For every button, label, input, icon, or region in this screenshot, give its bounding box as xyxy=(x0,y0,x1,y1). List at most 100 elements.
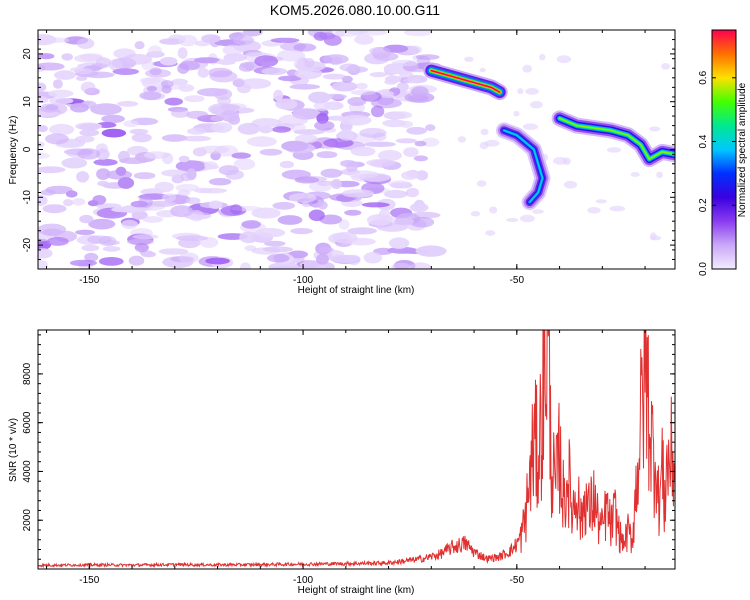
heatmap-noise-blob xyxy=(345,160,358,173)
heatmap-noise-blob xyxy=(147,200,177,207)
heatmap-noise-blob xyxy=(264,240,286,247)
heatmap-noise-blob xyxy=(61,53,73,61)
heatmap-noise-blob xyxy=(84,252,99,262)
heatmap-noise-blob xyxy=(320,168,343,178)
heatmap-noise-blob xyxy=(316,151,338,159)
heatmap-noise-blob xyxy=(161,152,174,165)
heatmap-noise-blob xyxy=(112,68,139,75)
heatmap-noise-blob xyxy=(331,178,342,190)
heatmap-noise-blob xyxy=(403,77,421,84)
heatmap-noise-blob xyxy=(649,232,657,240)
heatmap-noise-blob xyxy=(70,102,89,113)
heatmap-noise-blob xyxy=(519,214,535,223)
heatmap-noise-blob xyxy=(218,165,239,176)
heatmap-noise-blob xyxy=(131,133,152,143)
heatmap-noise-blob xyxy=(38,152,50,159)
heatmap-noise-blob xyxy=(63,199,74,207)
heatmap-noise-blob xyxy=(293,43,317,52)
heatmap-noise-blob xyxy=(308,209,325,222)
heatmap-noise-blob xyxy=(609,205,626,212)
heatmap-noise-blob xyxy=(159,38,184,45)
heatmap-noise-blob xyxy=(176,235,208,242)
heatmap-noise-blob xyxy=(406,126,427,135)
heatmap-noise-blob xyxy=(164,97,183,106)
heatmap-noise-blob xyxy=(38,223,67,236)
heatmap-noise-blob xyxy=(38,53,55,60)
heatmap-noise-blob xyxy=(308,91,331,104)
heatmap-noise-blob xyxy=(279,160,295,169)
heatmap-noise-blob xyxy=(220,110,240,122)
heatmap-noise-blob xyxy=(38,166,66,174)
heatmap-noise-blob xyxy=(415,245,447,257)
heatmap-feature-ridge-3 xyxy=(558,117,675,160)
heatmap-noise-blob xyxy=(411,86,429,97)
heatmap-noise-blob xyxy=(88,218,116,230)
heatmap-noise-blob xyxy=(98,257,124,266)
heatmap-noise-blob xyxy=(197,88,228,97)
heatmap-noise-blob xyxy=(406,45,423,55)
heatmap-noise-blob xyxy=(338,129,355,141)
heatmap-noise-blob xyxy=(45,185,73,195)
heatmap-noise-blob xyxy=(277,49,306,62)
heatmap-noise-blob xyxy=(74,67,93,75)
heatmap-noise-blob xyxy=(563,180,578,189)
heatmap-noise-blob xyxy=(270,37,300,43)
heatmap-noise-blob xyxy=(96,148,110,160)
heatmap-noise-blob xyxy=(416,170,428,181)
heatmap-noise-blob xyxy=(79,123,100,131)
heatmap-noise-blob xyxy=(294,176,320,184)
heatmap-noise-blob xyxy=(204,161,218,170)
heatmap-noise-blob xyxy=(354,34,374,45)
heatmap-noise-blob xyxy=(413,155,428,162)
heatmap-noise-blob xyxy=(278,114,309,126)
heatmap-noise-blob xyxy=(476,180,487,187)
heatmap-noise-blob xyxy=(123,120,139,128)
heatmap-noise-blob xyxy=(87,235,112,244)
heatmap-noise-blob xyxy=(522,64,532,73)
heatmap-noise-blob xyxy=(289,84,321,90)
heatmap-noise-blob xyxy=(410,216,435,228)
heatmap-noise-blob xyxy=(323,34,342,46)
heatmap-feature-patch-2 xyxy=(503,129,544,203)
heatmap-noise-blob xyxy=(415,54,440,60)
heatmap-noise-blob xyxy=(134,242,149,253)
heatmap-noise-blob xyxy=(391,111,413,119)
heatmap-noise-blob xyxy=(347,97,367,106)
heatmap-noise-blob xyxy=(556,55,572,64)
heatmap-noise-blob xyxy=(587,207,601,214)
heatmap-noise-blob xyxy=(101,128,127,138)
heatmap-noise-blob xyxy=(350,146,376,157)
heatmap-noise-blob xyxy=(322,54,349,64)
heatmap-noise-blob xyxy=(293,60,305,69)
heatmap-noise-blob xyxy=(101,114,125,124)
heatmap-noise-blob xyxy=(90,103,122,116)
heatmap-noise-blob xyxy=(532,209,544,214)
heatmap-noise-blob xyxy=(394,218,415,226)
heatmap-noise-blob xyxy=(246,136,277,147)
heatmap-noise-blob xyxy=(272,126,291,133)
heatmap-noise-blob xyxy=(261,67,288,76)
heatmap-noise-blob xyxy=(115,166,127,176)
heatmap-noise-blob xyxy=(207,67,233,78)
heatmap-noise-blob xyxy=(457,136,467,143)
heatmap-noise-blob xyxy=(111,206,140,213)
heatmap-noise-blob xyxy=(470,210,481,217)
heatmap-noise-blob xyxy=(407,94,429,102)
heatmap-noise-blob xyxy=(177,47,188,59)
heatmap-noise-blob xyxy=(231,152,251,159)
heatmap-noise-blob xyxy=(48,89,74,98)
heatmap-noise-blob xyxy=(181,135,212,142)
heatmap-noise-blob xyxy=(208,178,232,186)
heatmap-noise-blob xyxy=(329,254,361,263)
heatmap-noise-blob xyxy=(117,177,135,189)
heatmap-noise-blob xyxy=(121,219,138,229)
heatmap-y-tick-label: 20 xyxy=(22,48,33,60)
heatmap-feature-ridge-1 xyxy=(430,69,501,93)
heatmap-noise-blob xyxy=(403,147,419,158)
heatmap-noise-blob xyxy=(49,123,75,136)
heatmap-noise-blob xyxy=(149,67,162,76)
heatmap-y-axis-label: Frequency (Hz) xyxy=(8,116,19,185)
heatmap-noise-blob xyxy=(272,201,296,210)
heatmap-noise-blob xyxy=(656,171,663,179)
heatmap-noise-blob xyxy=(178,155,190,163)
